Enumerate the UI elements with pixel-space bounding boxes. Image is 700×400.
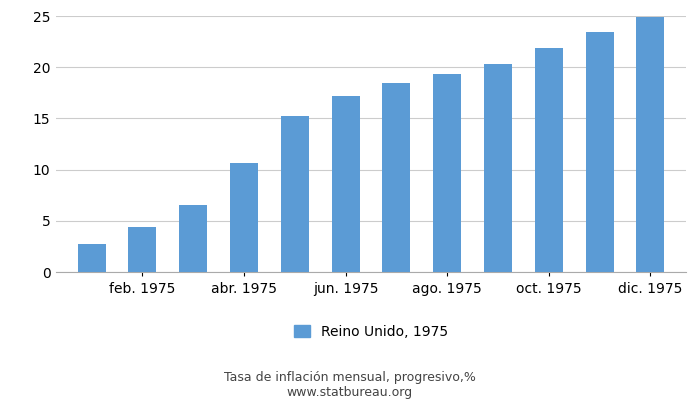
Bar xyxy=(636,17,664,272)
Bar xyxy=(586,32,614,272)
Bar xyxy=(281,116,309,272)
Bar xyxy=(230,164,258,272)
Bar xyxy=(179,206,207,272)
Bar xyxy=(382,82,410,272)
Bar xyxy=(332,96,360,272)
Text: Tasa de inflación mensual, progresivo,%: Tasa de inflación mensual, progresivo,% xyxy=(224,372,476,384)
Bar xyxy=(78,244,106,272)
Bar xyxy=(433,74,461,272)
Bar xyxy=(128,227,156,272)
Bar xyxy=(535,48,563,272)
Legend: Reino Unido, 1975: Reino Unido, 1975 xyxy=(293,325,449,339)
Text: www.statbureau.org: www.statbureau.org xyxy=(287,386,413,399)
Bar xyxy=(484,64,512,272)
